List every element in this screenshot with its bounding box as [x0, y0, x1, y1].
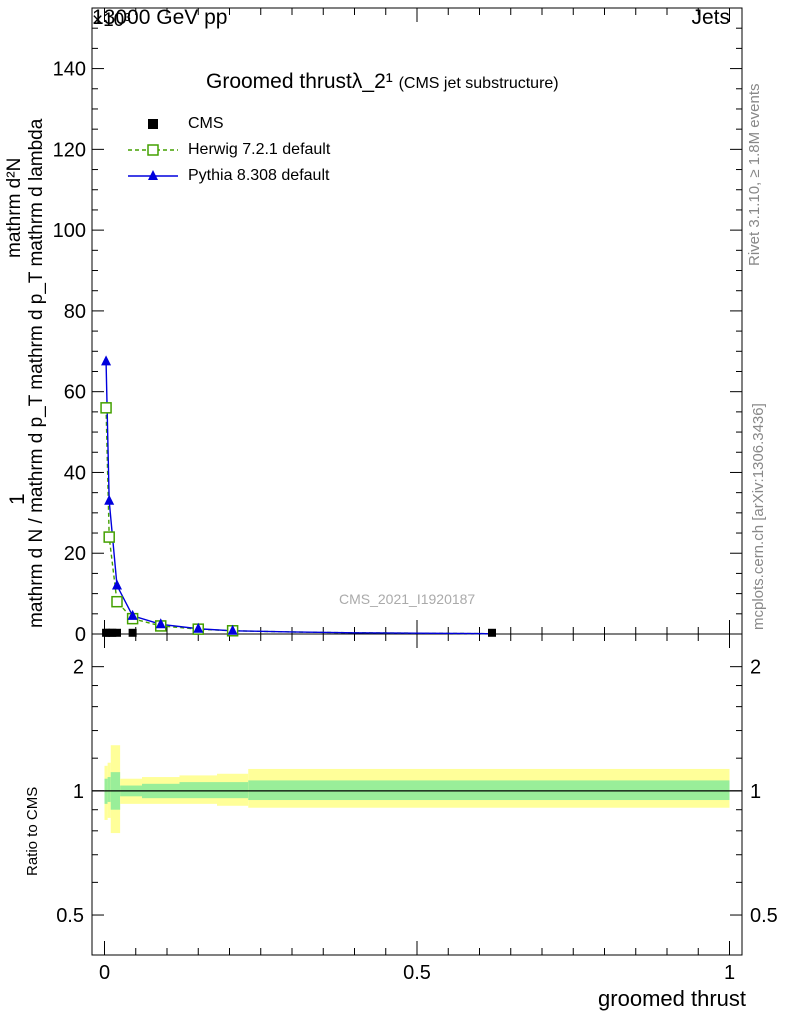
- pythia-point: [127, 609, 138, 620]
- ratio-ytick-label-right: 0.5: [750, 905, 778, 927]
- pythia-point: [101, 355, 112, 366]
- x-axis-title: groomed thrust: [598, 986, 746, 1011]
- axis-ticks: 0 20 40 60 80 100 120 140 0 0.5 1 0.5 0.5 1 1 2 2: [53, 7, 778, 984]
- pythia-point: [227, 624, 238, 635]
- series-layer: [100, 355, 496, 637]
- ratio-band-inner: [107, 777, 111, 802]
- main-ytick-label: 20: [64, 543, 86, 565]
- legend-symbol-pythia: [148, 170, 158, 180]
- main-ytick-label: 100: [53, 220, 86, 242]
- chart-subtitle: (CMS jet substructure): [398, 75, 559, 92]
- main-ytick-label: 80: [64, 301, 86, 323]
- main-ytick-label: 140: [53, 59, 86, 81]
- legend-label-herwig: Herwig 7.2.1 default: [188, 141, 331, 158]
- main-ytick-label: 0: [75, 624, 86, 646]
- ratio-band-inner: [179, 782, 217, 799]
- ratio-band-inner: [248, 780, 730, 801]
- herwig-point: [100, 402, 112, 414]
- legend-label-pythia: Pythia 8.308 default: [188, 167, 330, 184]
- main-plot-frame: [91, 7, 743, 635]
- main-ylabel-denominator: mathrm d N / mathrm d p_T mathrm d p_T m…: [26, 118, 47, 628]
- ratio-band-inner: [217, 782, 249, 799]
- pythia-point: [193, 622, 204, 633]
- pythia-point: [155, 618, 166, 629]
- ratio-ytick-label: 2: [73, 657, 84, 679]
- ratio-ytick-label-right: 1: [750, 781, 761, 803]
- main-ytick-label: 40: [64, 462, 86, 484]
- cms-point: [113, 628, 121, 637]
- cms-point: [128, 628, 137, 637]
- ratio-band-layer: [92, 745, 742, 834]
- y-exponent: ×10³: [92, 10, 131, 31]
- main-ytick-label: 60: [64, 382, 86, 404]
- pythia-line: [105, 361, 493, 635]
- legend: [128, 119, 178, 180]
- legend-symbol-herwig: [147, 144, 159, 156]
- chart-title-main: Groomed thrustλ_2¹: [206, 70, 393, 93]
- ratio-xtick-label: 0: [99, 962, 110, 984]
- legend-symbol-cms: [148, 119, 158, 129]
- pythia-point: [112, 579, 122, 590]
- herwig-point: [103, 531, 115, 543]
- ratio-ylabel: Ratio to CMS: [24, 786, 41, 876]
- header-energy: 13000 GeV pp: [92, 6, 228, 29]
- ratio-ytick-label: 1: [73, 781, 84, 803]
- pythia-point: [104, 494, 115, 505]
- rivet-label: Rivet 3.1.10, ≥ 1.8M events: [746, 83, 763, 267]
- ratio-ytick-label: 0.5: [56, 905, 84, 927]
- cms-point: [488, 628, 496, 637]
- cms-point: [108, 628, 117, 637]
- herwig-point: [111, 595, 123, 608]
- legend-label-cms: CMS: [188, 115, 224, 132]
- analysis-watermark: CMS_2021_I1920187: [339, 591, 476, 607]
- main-ylabel-top: mathrm d²N: [4, 157, 25, 258]
- chart-title: Groomed thrustλ_2¹ (CMS jet substructure…: [206, 70, 559, 94]
- ratio-ytick-label-right: 2: [750, 657, 761, 679]
- main-ytick-label: 120: [53, 139, 86, 161]
- mcplots-label: mcplots.cern.ch [arXiv:1306.3436]: [750, 403, 767, 630]
- header-process: Jets: [691, 6, 730, 29]
- ratio-xtick-label: 1: [724, 962, 735, 984]
- ratio-xtick-label: 0.5: [403, 962, 431, 984]
